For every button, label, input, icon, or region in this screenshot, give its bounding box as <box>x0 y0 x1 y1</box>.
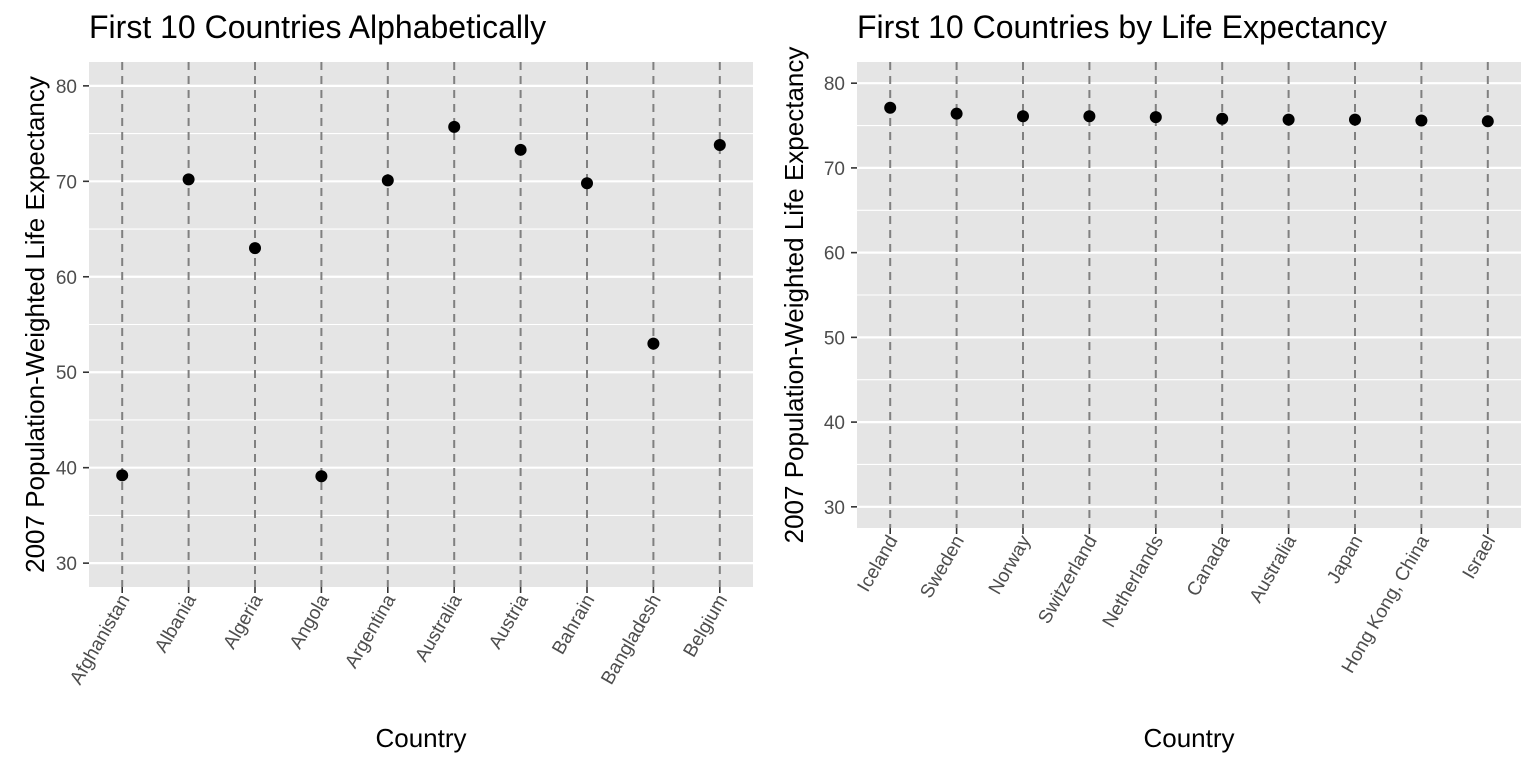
y-tick-label: 30 <box>824 498 845 519</box>
data-point <box>448 120 461 133</box>
x-tick-label: Israel <box>1459 532 1500 583</box>
x-axis-title: Country <box>1143 723 1234 753</box>
y-tick-label: 60 <box>56 268 77 289</box>
x-tick-label: Afghanistan <box>66 591 134 688</box>
y-tick-label: 50 <box>824 328 845 349</box>
data-point <box>381 174 394 187</box>
x-axis-title: Country <box>375 723 466 753</box>
y-tick-label: 40 <box>824 413 845 434</box>
x-tick-label: Canada <box>1183 532 1235 601</box>
data-point <box>249 242 261 255</box>
x-tick-label: Bahrain <box>548 591 599 658</box>
x-tick-label: Argentina <box>341 591 400 672</box>
x-tick-label: Angola <box>286 591 334 653</box>
y-tick-label: 70 <box>824 159 845 180</box>
data-point <box>116 469 129 482</box>
data-point <box>884 101 897 114</box>
data-point <box>1282 113 1295 126</box>
data-point <box>315 470 328 483</box>
data-point <box>1083 110 1096 123</box>
x-tick-label: Bangladesh <box>597 591 665 688</box>
data-point <box>1216 112 1229 125</box>
x-tick-label: Australia <box>1246 532 1301 607</box>
data-point <box>1149 111 1162 124</box>
data-point <box>713 139 726 152</box>
y-axis-title: 2007 Population-Weighted Life Expectancy <box>20 76 50 573</box>
x-tick-label: Belgium <box>680 591 733 661</box>
y-tick-label: 70 <box>56 172 77 193</box>
data-point <box>182 173 195 186</box>
chart-title: First 10 Countries Alphabetically <box>89 9 546 45</box>
y-axis-title: 2007 Population-Weighted Life Expectancy <box>779 47 809 544</box>
y-tick-label: 50 <box>56 363 77 384</box>
chart-title: First 10 Countries by Life Expectancy <box>857 9 1387 45</box>
x-tick-label: Netherlands <box>1099 532 1168 631</box>
x-tick-label: Austria <box>485 591 533 653</box>
x-tick-label: Albania <box>151 591 201 657</box>
x-tick-label: Sweden <box>916 532 969 602</box>
y-tick-label: 80 <box>824 74 845 95</box>
x-tick-label: Norway <box>985 532 1036 599</box>
data-point <box>1017 110 1029 123</box>
y-tick-label: 60 <box>824 244 845 265</box>
x-tick-label: Algeria <box>220 591 268 653</box>
data-point <box>514 143 527 156</box>
data-point <box>1349 113 1361 126</box>
y-tick-label: 40 <box>56 459 77 480</box>
y-tick-label: 30 <box>56 554 77 575</box>
chart-1: 30 40 50 60 70 80 Afghanistan Albania Algeria Ang… <box>20 9 753 753</box>
chart-2: 30 40 50 60 70 80 Iceland Sweden Norway Switzerla… <box>779 9 1521 753</box>
data-point <box>1415 114 1428 127</box>
data-point <box>647 337 660 350</box>
data-point <box>581 177 593 190</box>
x-tick-label: Switzerland <box>1034 532 1101 628</box>
data-point <box>1481 115 1494 128</box>
y-tick-label: 80 <box>56 77 77 98</box>
x-tick-label: Australia <box>411 591 466 666</box>
x-tick-label: Iceland <box>854 532 903 596</box>
data-point <box>950 107 963 120</box>
x-tick-label: Japan <box>1323 532 1367 587</box>
